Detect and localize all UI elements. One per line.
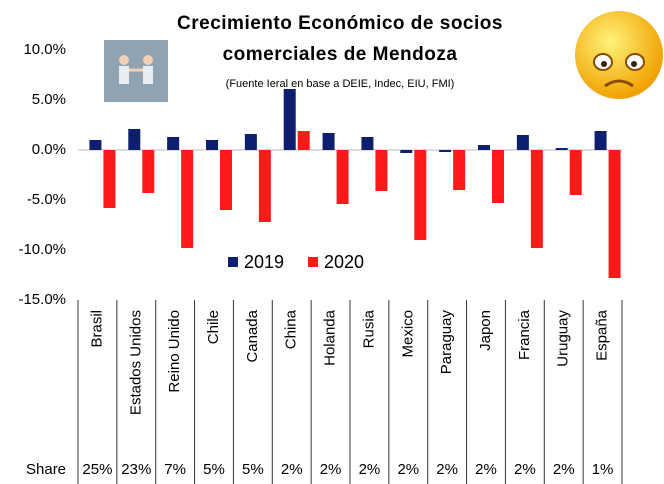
x-tick-label: Chile [205,310,222,344]
share-value: 7% [164,461,186,478]
share-value: 1% [592,461,614,478]
bar [245,134,257,150]
y-tick-label: 0.0% [32,141,66,158]
bar [439,150,451,152]
share-value: 2% [514,461,536,478]
x-tick-label: Estados Unidos [127,310,144,415]
sad-emoji [575,11,663,99]
share-value: 2% [359,461,381,478]
bar [284,89,296,150]
bar [259,150,271,222]
bar [556,148,568,150]
y-tick-label: -10.0% [18,241,66,258]
x-tick-label: Brasil [88,310,105,348]
bar [167,137,179,150]
share-value: 2% [553,461,575,478]
page: {"chart_data": {"type": "bar", "title": … [0,0,664,484]
share-value: 2% [281,461,303,478]
bar [595,131,607,150]
x-tick-label: Japon [477,310,494,351]
x-tick-label: España [594,309,611,361]
x-tick-label: Holanda [322,309,339,366]
bar [181,150,193,248]
x-tick-label: Paraguay [438,310,455,375]
share-value: 25% [82,461,112,478]
bar [478,145,490,150]
x-tick-label: Mexico [399,310,416,358]
share-value: 5% [203,461,225,478]
bar [103,150,115,208]
bar [206,140,218,150]
bar [609,150,621,278]
x-tick-label: Francia [516,309,533,360]
chart-title: comerciales de Mendoza [223,44,458,65]
y-tick-label: -15.0% [18,291,66,308]
bar [142,150,154,193]
bar [375,150,387,191]
x-tick-label: Canada [244,309,261,362]
share-value: 2% [397,461,419,478]
x-tick-label: Rusia [360,309,377,348]
legend-label: 2019 [244,252,284,272]
legend-swatch [228,257,238,267]
bar [400,150,412,153]
legend-label: 2020 [324,252,364,272]
x-tick-label: Uruguay [555,310,572,367]
x-tick-label: Reino Unido [166,310,183,393]
bar [128,129,140,150]
bar [361,137,373,150]
bar [298,131,310,150]
share-value: 2% [320,461,342,478]
bar [517,135,529,150]
chart-subtitle: (Fuente Ieral en base a DEIE, Indec, EIU… [226,78,455,90]
bar [414,150,426,240]
y-tick-label: 10.0% [23,41,66,58]
bar [337,150,349,204]
bar [89,140,101,150]
share-value: 5% [242,461,264,478]
share-value: 2% [475,461,497,478]
bar [570,150,582,195]
handshake-icon [104,40,168,102]
bar [531,150,543,248]
share-value: 23% [121,461,151,478]
y-tick-label: 5.0% [32,91,66,108]
legend-swatch [308,257,318,267]
y-tick-label: -5.0% [27,191,66,208]
bar [453,150,465,190]
x-tick-label: China [283,309,300,349]
bar [492,150,504,203]
share-value: 2% [436,461,458,478]
bar [220,150,232,210]
chart-title: Crecimiento Económico de socios [177,13,503,34]
share-label: Share [26,461,66,478]
chart: Crecimiento Económico de socios comercia… [0,0,664,484]
bar [323,133,335,150]
